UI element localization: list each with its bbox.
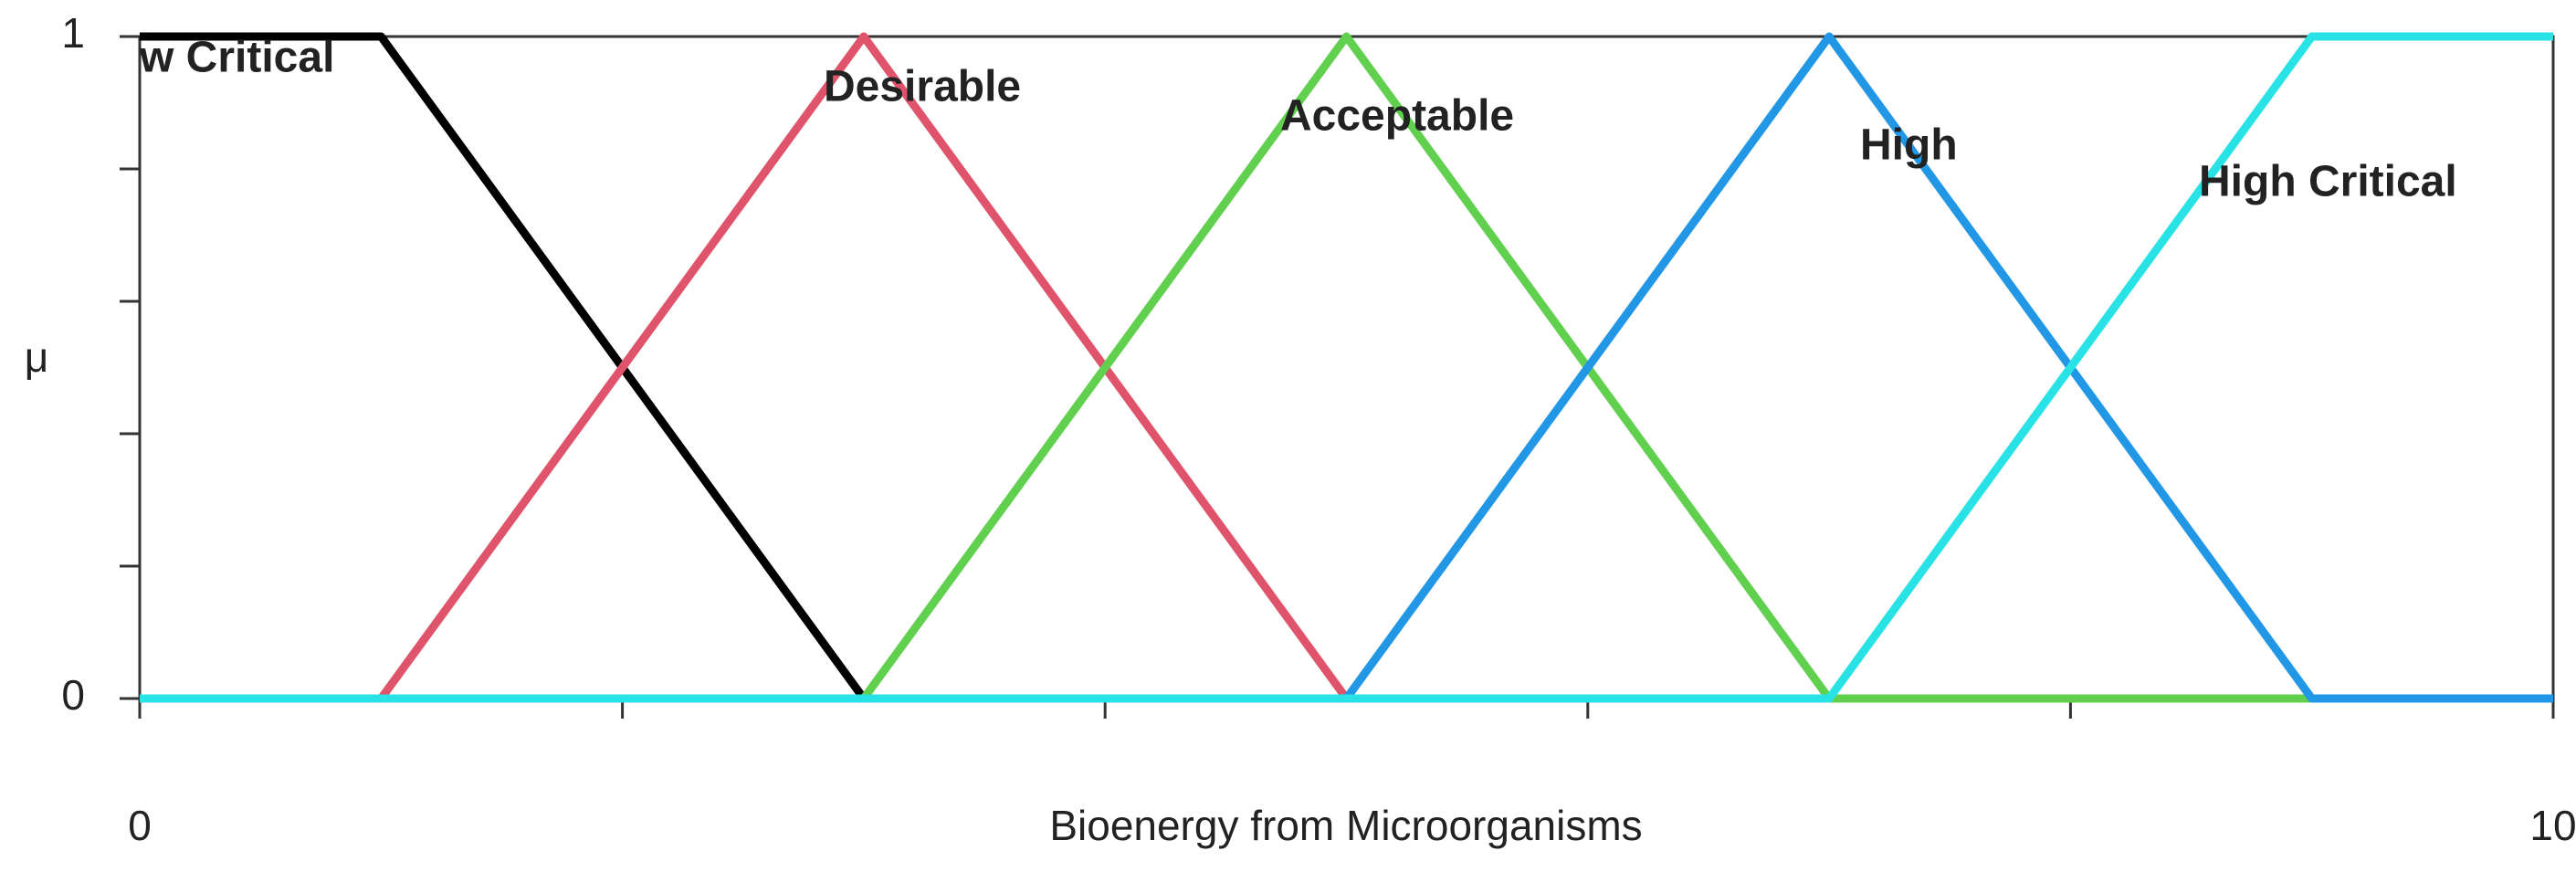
x-axis-title: Bioenergy from Microorganisms — [1049, 802, 1642, 849]
x-tick-label: 0 — [128, 802, 152, 849]
x-tick-label: 10 — [2529, 802, 2576, 849]
series-label: High Critical — [2199, 158, 2457, 206]
membership-line — [140, 32, 2553, 703]
y-axis-title: μ — [25, 333, 49, 381]
y-tick-label: 0 — [61, 671, 85, 719]
series-label: High — [1860, 121, 1958, 170]
series-label: Desirable — [824, 63, 1021, 111]
series-label: Acceptable — [1280, 92, 1514, 141]
y-tick-label: 1 — [61, 9, 85, 57]
series-label: w Critical — [139, 34, 334, 82]
